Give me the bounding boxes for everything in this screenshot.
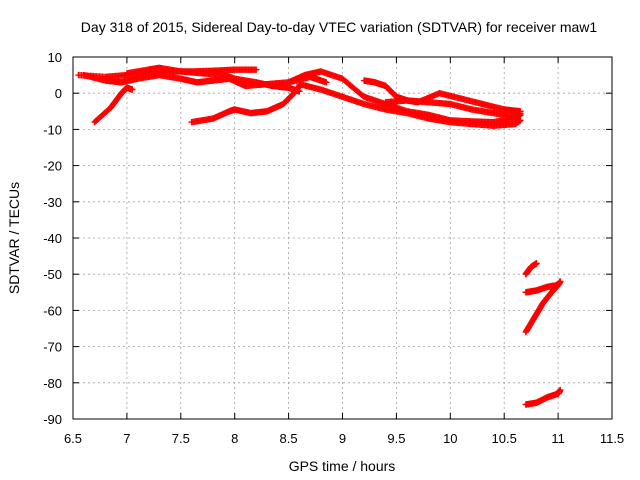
series-track-5: [188, 82, 303, 126]
x-tick-label: 11.5: [600, 431, 624, 446]
axis-ticks: 6.5 7 7.5 8 8.5 9 9.5 10 10.5 11 11.5 10 0 -10 -20 -30 -…: [43, 50, 624, 446]
x-tick-label: 9: [339, 431, 346, 446]
data-point: [323, 79, 330, 86]
series-track-13: [522, 386, 564, 408]
y-tick-label: -60: [43, 303, 62, 318]
data-point: [517, 117, 524, 124]
grid: [73, 57, 612, 419]
series-track-9: [382, 97, 524, 120]
y-axis-label: SDTVAR / TECUs: [6, 182, 22, 294]
x-tick-label: 8: [231, 431, 238, 446]
x-axis-label: GPS time / hours: [289, 458, 396, 474]
data-point: [533, 260, 540, 267]
data-point: [517, 109, 524, 117]
data-point: [253, 66, 260, 73]
y-tick-label: 10: [48, 50, 62, 65]
y-tick-label: -40: [43, 231, 62, 246]
y-tick-label: -30: [43, 195, 62, 210]
x-tick-label: 10: [443, 431, 457, 446]
y-tick-label: 0: [55, 86, 62, 101]
series-track-7: [296, 80, 524, 129]
data-point: [554, 281, 562, 289]
data-marks: [75, 64, 564, 408]
data-point: [557, 386, 564, 394]
data-point: [129, 86, 136, 93]
x-tick-label: 7: [123, 431, 130, 446]
x-tick-label: 11: [551, 431, 565, 446]
y-tick-label: -50: [43, 267, 62, 282]
series-track-4: [91, 84, 136, 126]
x-tick-label: 9.5: [387, 431, 405, 446]
x-tick-label: 6.5: [64, 431, 82, 446]
x-tick-label: 10.5: [492, 431, 517, 446]
series-track-10: [522, 260, 540, 278]
y-tick-label: -10: [43, 122, 62, 137]
series-track-12: [522, 281, 562, 336]
x-tick-label: 7.5: [172, 431, 190, 446]
y-tick-label: -90: [43, 412, 62, 427]
data-point: [557, 278, 564, 285]
y-tick-label: -70: [43, 340, 62, 355]
y-tick-label: -80: [43, 376, 62, 391]
chart-title: Day 318 of 2015, Sidereal Day-to-day VTE…: [81, 19, 598, 35]
y-tick-label: -20: [43, 159, 62, 174]
x-tick-label: 8.5: [280, 431, 298, 446]
